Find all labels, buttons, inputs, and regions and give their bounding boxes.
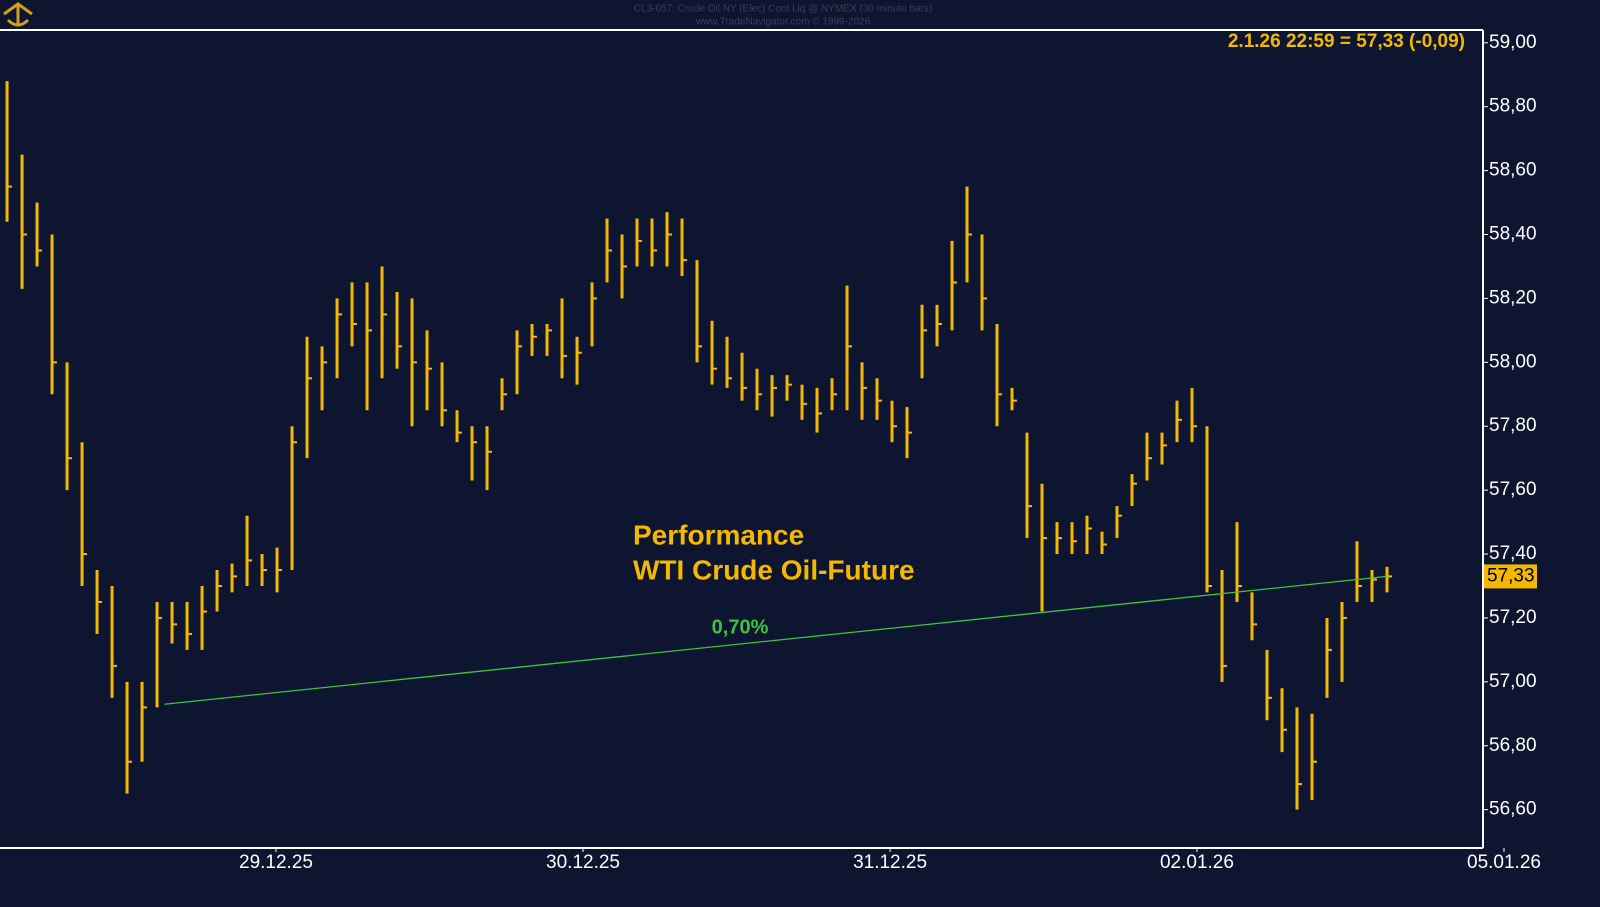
trendline-label: 0,70%	[712, 616, 769, 638]
x-tick-label: 02.01.26	[1160, 852, 1234, 873]
y-tick-label: 58,00	[1489, 351, 1537, 372]
y-tick-label: 58,20	[1489, 287, 1537, 308]
x-tick-label: 30.12.25	[546, 852, 620, 873]
y-tick-label: 58,80	[1489, 96, 1537, 117]
last-quote: 2.1.26 22:59 = 57,33 (-0,09)	[1228, 31, 1465, 52]
chart-title: Performance	[633, 519, 804, 550]
y-tick-label: 58,60	[1489, 160, 1537, 181]
trendline	[164, 575, 1388, 705]
y-tick-label: 56,60	[1489, 799, 1537, 820]
y-tick-label: 58,40	[1489, 224, 1537, 245]
header-line: CL3-057: Crude Oil NY (Elec) Cont Liq @ …	[634, 4, 932, 15]
header-line: www.TradeNavigator.com © 1999-2026	[695, 17, 871, 28]
last-price-box	[1484, 564, 1537, 589]
y-tick-label: 57,40	[1489, 543, 1537, 564]
y-tick-label: 57,80	[1489, 415, 1537, 436]
y-tick-label: 59,00	[1489, 32, 1537, 53]
y-tick-label: 57,00	[1489, 671, 1537, 692]
x-tick-label: 29.12.25	[239, 852, 313, 873]
x-tick-label: 05.01.26	[1467, 852, 1541, 873]
logo	[3, 2, 33, 27]
last-price-label: 57,33	[1487, 565, 1535, 586]
y-tick-label: 57,20	[1489, 607, 1537, 628]
y-tick-label: 57,60	[1489, 479, 1537, 500]
chart-subtitle: WTI Crude Oil-Future	[633, 554, 915, 585]
x-tick-label: 31.12.25	[853, 852, 927, 873]
y-tick-label: 56,80	[1489, 735, 1537, 756]
